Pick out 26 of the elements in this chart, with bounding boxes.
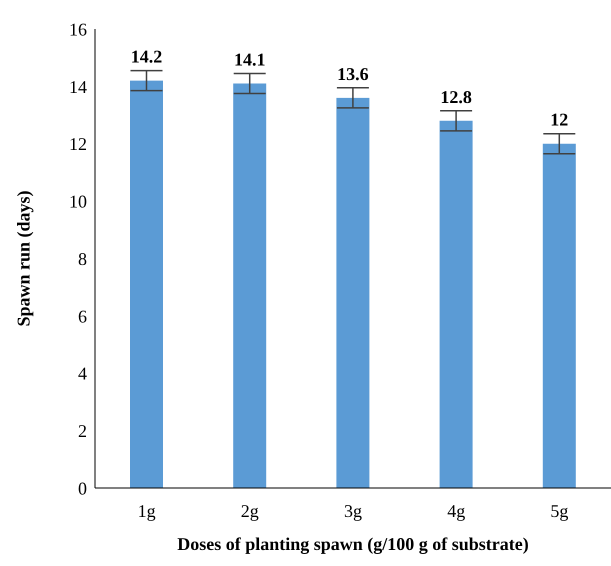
x-axis-title: Doses of planting spawn (g/100 g of substrate) bbox=[177, 534, 529, 554]
x-tick-label: 2g bbox=[240, 500, 259, 521]
data-label: 12 bbox=[550, 110, 568, 130]
data-label: 13.6 bbox=[337, 64, 369, 84]
x-tick-label: 1g bbox=[138, 500, 156, 521]
y-tick-label: 4 bbox=[78, 364, 87, 384]
data-label: 14.1 bbox=[234, 49, 266, 70]
y-tick-label: 16 bbox=[69, 19, 87, 40]
data-label: 12.8 bbox=[440, 86, 472, 107]
y-tick-label: 10 bbox=[69, 192, 87, 212]
x-tick-label: 3g bbox=[344, 500, 362, 521]
y-tick-label: 12 bbox=[69, 134, 87, 154]
y-axis-title: Spawn run (days) bbox=[13, 190, 34, 327]
y-tick-label: 8 bbox=[78, 248, 87, 269]
y-tick-label: 2 bbox=[78, 421, 87, 442]
y-tick-label: 6 bbox=[78, 306, 87, 326]
bar bbox=[542, 144, 576, 488]
bar bbox=[336, 98, 370, 488]
data-label: 14.2 bbox=[130, 46, 162, 67]
bar bbox=[233, 84, 266, 488]
x-tick-label: 4g bbox=[447, 500, 466, 521]
bar bbox=[130, 80, 163, 488]
bar bbox=[440, 120, 473, 488]
y-tick-label: 14 bbox=[69, 76, 87, 97]
x-tick-label: 5g bbox=[550, 500, 568, 521]
y-tick-label: 0 bbox=[78, 478, 87, 498]
